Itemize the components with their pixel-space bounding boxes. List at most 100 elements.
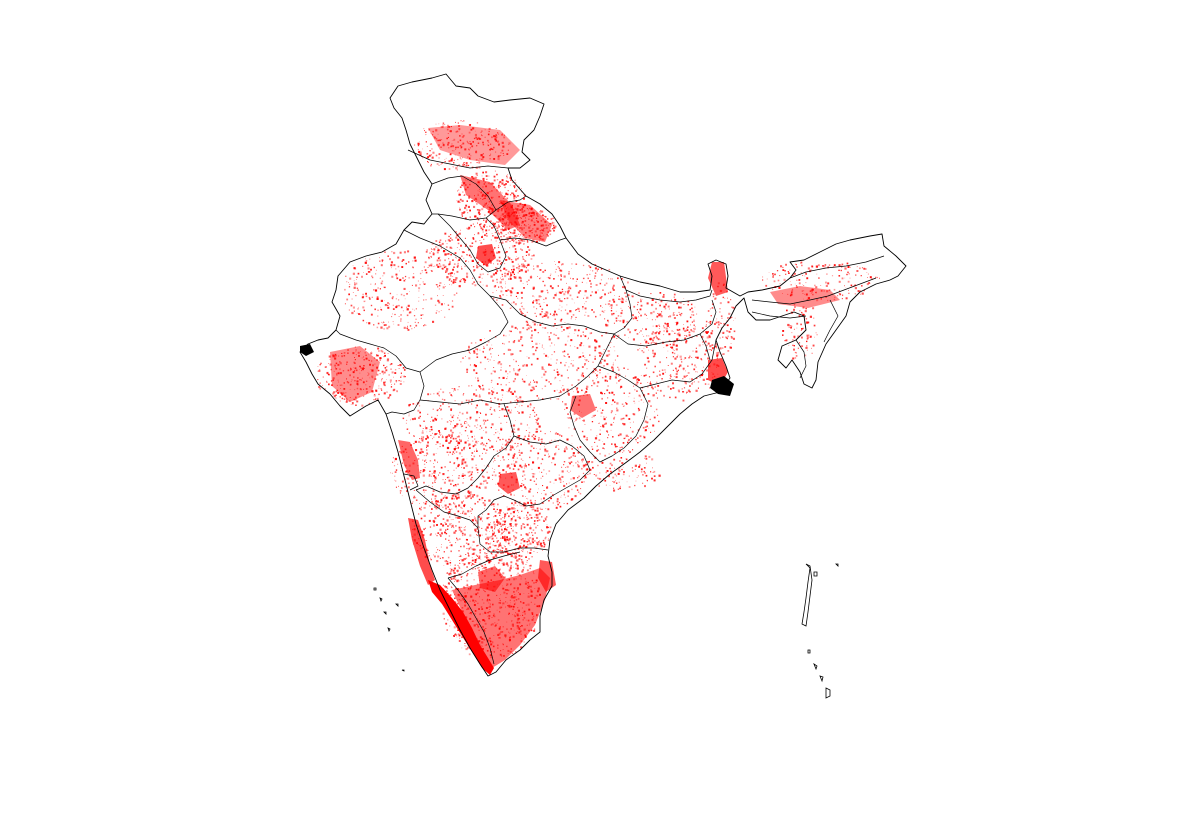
map-point	[544, 454, 546, 456]
map-point	[569, 310, 572, 313]
map-point	[716, 367, 717, 368]
map-point	[337, 379, 339, 381]
map-point	[474, 257, 476, 258]
map-point	[609, 392, 611, 394]
map-point	[599, 314, 601, 316]
map-point	[523, 264, 525, 266]
map-point	[494, 531, 495, 533]
map-point	[461, 456, 463, 457]
map-point	[544, 269, 546, 272]
map-point	[475, 464, 477, 466]
map-point	[497, 522, 499, 525]
map-point	[496, 278, 498, 281]
map-point	[512, 517, 514, 518]
map-point	[510, 307, 512, 309]
map-point	[463, 184, 465, 186]
map-point	[458, 633, 460, 635]
map-point	[502, 219, 503, 221]
map-point	[672, 343, 675, 346]
map-point	[488, 599, 490, 601]
map-point	[379, 357, 382, 360]
map-point	[384, 384, 386, 387]
map-point	[607, 350, 610, 353]
map-point	[637, 378, 639, 381]
map-point	[705, 349, 708, 352]
map-point	[544, 448, 547, 451]
map-point	[453, 162, 455, 164]
map-point	[444, 316, 446, 318]
map-point	[611, 278, 613, 280]
map-point	[523, 474, 526, 476]
map-point	[513, 197, 516, 200]
map-point	[693, 319, 695, 321]
map-point	[467, 491, 469, 494]
map-point	[455, 485, 457, 487]
map-point	[586, 274, 588, 276]
map-point	[534, 473, 536, 475]
map-point	[490, 250, 493, 253]
map-point	[625, 434, 628, 437]
map-point	[450, 550, 452, 553]
map-point	[571, 435, 573, 437]
map-point	[449, 130, 451, 132]
map-point	[354, 267, 357, 270]
map-point	[466, 368, 469, 371]
map-point	[497, 208, 499, 210]
map-point	[546, 531, 550, 534]
map-point	[411, 328, 413, 330]
map-point	[505, 193, 507, 196]
map-point	[346, 399, 348, 402]
map-point	[481, 157, 484, 160]
map-point	[471, 398, 473, 401]
map-point	[474, 528, 476, 529]
map-point	[510, 605, 513, 608]
map-point	[389, 394, 392, 397]
map-point	[415, 497, 417, 499]
map-point	[541, 501, 544, 504]
map-point	[350, 370, 352, 371]
map-point	[437, 139, 440, 142]
map-point	[459, 432, 461, 434]
map-point	[485, 235, 488, 237]
map-point	[354, 398, 357, 401]
map-point	[351, 298, 353, 300]
map-point	[591, 309, 593, 311]
map-point	[530, 275, 532, 277]
map-point	[501, 276, 503, 277]
map-point	[505, 239, 507, 240]
map-point	[669, 343, 671, 346]
map-point	[652, 340, 654, 342]
map-point	[521, 242, 522, 244]
map-point	[548, 470, 551, 472]
map-point	[449, 420, 451, 421]
map-point	[454, 564, 456, 566]
map-point	[626, 481, 628, 483]
map-point	[503, 545, 505, 546]
map-point	[642, 474, 644, 476]
map-point	[506, 579, 508, 581]
map-point	[640, 399, 643, 401]
map-point	[488, 349, 491, 351]
map-point	[623, 367, 625, 369]
map-point	[531, 347, 533, 349]
map-point	[526, 267, 527, 269]
map-point	[365, 354, 367, 356]
map-point	[502, 278, 504, 281]
map-point	[464, 474, 466, 477]
map-point	[434, 506, 436, 508]
map-point	[523, 308, 525, 310]
map-point	[479, 394, 481, 396]
map-point	[541, 376, 543, 378]
map-point	[425, 501, 427, 502]
map-point	[528, 629, 530, 632]
map-point	[491, 250, 494, 253]
map-point	[470, 162, 472, 164]
map-point	[443, 551, 445, 553]
map-point	[616, 382, 618, 384]
map-point	[509, 307, 511, 309]
map-point	[470, 124, 472, 126]
map-point	[672, 348, 674, 350]
map-point	[467, 490, 470, 493]
map-point	[355, 282, 358, 285]
map-point	[331, 384, 333, 386]
